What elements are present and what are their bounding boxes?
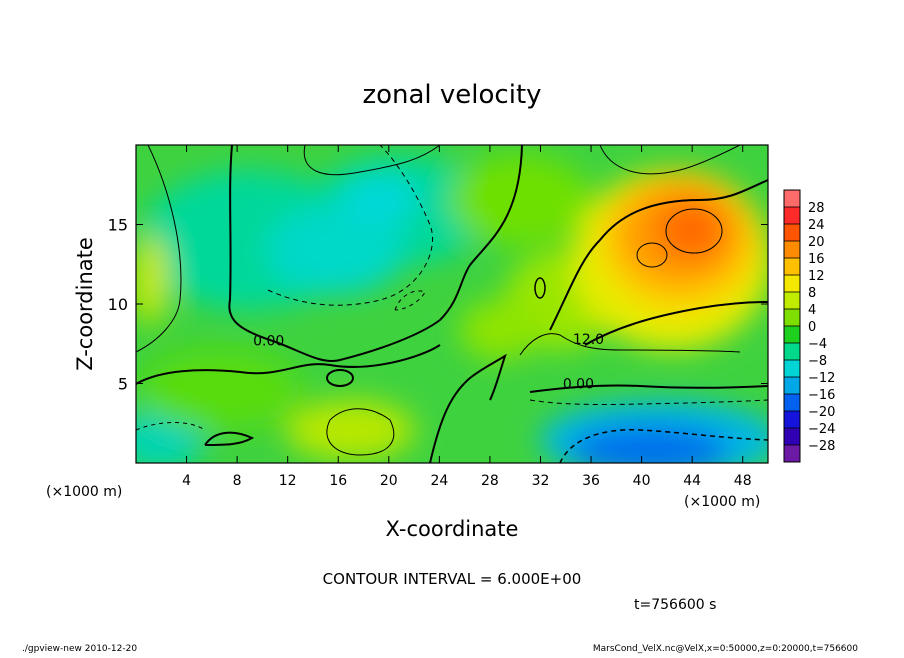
colorbar-swatch (784, 377, 800, 395)
x-tick-label: 40 (633, 473, 651, 489)
x-axis: 4 8 12 16 20 24 28 32 36 40 44 48 (182, 145, 752, 489)
colorbar-swatch (784, 292, 800, 310)
contour-twelve (584, 301, 768, 346)
contour-six (326, 408, 395, 456)
x-tick-label: 48 (734, 473, 752, 489)
contour-zero (534, 277, 546, 299)
colorbar-tick-label: −12 (808, 371, 835, 386)
field-region (140, 350, 300, 430)
colorbar-tick-label: 16 (808, 252, 825, 267)
contour-label: 0.00 (563, 376, 594, 392)
contour-eighteen (636, 242, 668, 268)
colorbar-tick-label: 20 (808, 235, 825, 250)
colorbar-swatch (784, 326, 800, 344)
contour-interval-text: CONTOUR INTERVAL = 6.000E+00 (323, 570, 582, 588)
contour-label: 0.00 (253, 333, 284, 349)
footer-left: ./gpview-new 2010-12-20 (22, 644, 137, 654)
colorbar-swatch (784, 428, 800, 446)
colorbar-swatch (784, 258, 800, 276)
colorbar-swatch (784, 207, 800, 225)
contour-zero (136, 344, 441, 385)
footer-right: MarsCond_VelX.nc@VelX,x=0:50000,z=0:2000… (593, 644, 858, 654)
velocity-field: 0.00 12.0 0.00 (136, 145, 768, 463)
colorbar-swatch (784, 445, 800, 463)
colorbar-swatch (784, 241, 800, 259)
x-axis-label: X-coordinate (386, 517, 519, 541)
x-axis-unit-right: (×1000 m) (684, 494, 760, 510)
contour-negative (267, 145, 434, 306)
colorbar-swatch (784, 360, 800, 378)
contour-negative (559, 429, 768, 463)
x-axis-unit-left: (×1000 m) (46, 484, 122, 500)
colorbar: 28 24 20 16 12 8 4 0 −4 −8 −12 −16 −20 −24 −28 (783, 189, 835, 463)
colorbar-swatch (784, 309, 800, 327)
field-region (265, 205, 405, 295)
field-region (460, 300, 540, 360)
contour-six (599, 145, 741, 175)
y-axis: 5 10 15 (108, 216, 768, 394)
x-tick-label: 36 (582, 473, 600, 489)
colorbar-tick-label: −8 (808, 354, 827, 369)
colorbar-swatch (784, 343, 800, 361)
contour-zero (529, 384, 768, 393)
colorbar-swatch (784, 190, 800, 208)
contour-labels: 0.00 12.0 0.00 (253, 332, 604, 393)
colorbar-tick-label: −4 (808, 337, 827, 352)
x-tick-label: 8 (233, 473, 242, 489)
contour-lines (136, 145, 768, 463)
contour-six (519, 333, 741, 356)
x-tick-label: 20 (380, 473, 398, 489)
chart-title: zonal velocity (362, 80, 541, 110)
colorbar-tick-label: 28 (808, 201, 825, 216)
field-region (340, 175, 420, 225)
contour-zero (204, 431, 255, 446)
contour-twelve (549, 179, 768, 331)
x-tick-label: 12 (279, 473, 297, 489)
colorbar-tick-label: −24 (808, 422, 835, 437)
y-tick-label: 5 (118, 375, 128, 394)
contour-zero (429, 353, 507, 463)
y-tick-label: 10 (108, 295, 128, 314)
colorbar-swatch (784, 275, 800, 293)
y-axis-label: Z-coordinate (73, 237, 97, 371)
colorbar-tick-label: −20 (808, 405, 835, 420)
x-tick-label: 4 (182, 473, 191, 489)
colorbar-swatch (784, 411, 800, 429)
x-tick-label: 16 (329, 473, 347, 489)
colorbar-tick-label: −16 (808, 388, 835, 403)
colorbar-tick-label: 8 (808, 286, 816, 301)
time-text: t=756600 s (634, 597, 716, 613)
x-tick-label: 28 (481, 473, 499, 489)
contour-eighteen (665, 208, 723, 254)
x-tick-label: 44 (683, 473, 701, 489)
field-region (570, 425, 730, 463)
colorbar-swatch (784, 394, 800, 412)
contour-negative (394, 290, 426, 311)
colorbar-tick-label: 0 (808, 320, 816, 335)
x-tick-label: 24 (430, 473, 448, 489)
x-tick-label: 32 (532, 473, 550, 489)
contour-six (303, 145, 441, 176)
contour-negative (136, 422, 206, 431)
contour-six (136, 145, 182, 353)
colorbar-swatch (784, 224, 800, 242)
y-tick-label: 15 (108, 216, 128, 235)
colorbar-tick-label: 12 (808, 269, 825, 284)
colorbar-tick-label: −28 (808, 439, 835, 454)
contour-label: 12.0 (573, 332, 604, 348)
field-region (136, 235, 168, 325)
contour-zero (228, 145, 523, 362)
contour-zero (326, 369, 354, 387)
contour-negative (529, 399, 768, 406)
field-region (450, 155, 590, 245)
colorbar-tick-label: 24 (808, 218, 825, 233)
colorbar-tick-label: 4 (808, 303, 816, 318)
